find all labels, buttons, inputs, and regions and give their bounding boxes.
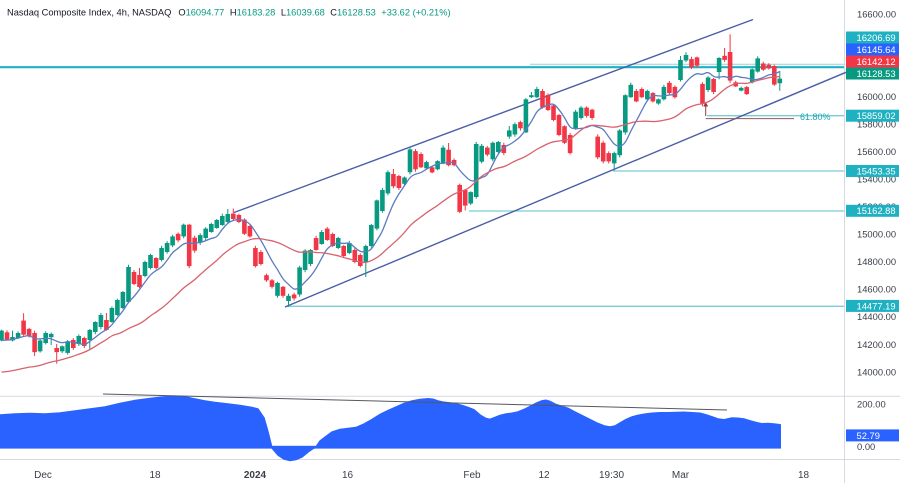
svg-text:14400.00: 14400.00 — [857, 311, 896, 322]
svg-text:16206.69: 16206.69 — [857, 32, 896, 43]
svg-text:14200.00: 14200.00 — [857, 339, 896, 350]
svg-text:200.00: 200.00 — [857, 399, 886, 410]
svg-text:16145.64: 16145.64 — [857, 44, 896, 55]
svg-text:15859.02: 15859.02 — [857, 110, 896, 121]
svg-text:14800.00: 14800.00 — [857, 256, 896, 267]
svg-text:16000.00: 16000.00 — [857, 91, 896, 102]
svg-text:2024: 2024 — [244, 470, 267, 481]
svg-text:52.79: 52.79 — [857, 430, 880, 441]
svg-text:18: 18 — [798, 470, 810, 481]
svg-text:16: 16 — [342, 470, 354, 481]
svg-text:Mar: Mar — [672, 470, 690, 481]
svg-text:14000.00: 14000.00 — [857, 366, 896, 377]
svg-text:61.80%: 61.80% — [800, 112, 831, 122]
svg-text:15162.88: 15162.88 — [857, 205, 896, 216]
svg-text:15600.00: 15600.00 — [857, 146, 896, 157]
svg-text:14477.19: 14477.19 — [857, 300, 896, 311]
svg-text:16600.00: 16600.00 — [857, 8, 896, 19]
svg-text:19:30: 19:30 — [599, 470, 624, 481]
svg-text:15000.00: 15000.00 — [857, 229, 896, 240]
svg-text:16142.12: 16142.12 — [857, 56, 896, 67]
svg-text:Feb: Feb — [463, 470, 481, 481]
svg-text:16128.53: 16128.53 — [857, 68, 896, 79]
svg-text:14600.00: 14600.00 — [857, 284, 896, 295]
svg-text:15453.35: 15453.35 — [857, 165, 896, 176]
svg-text:Dec: Dec — [34, 470, 52, 481]
svg-text:15400.00: 15400.00 — [857, 174, 896, 185]
svg-text:0.00: 0.00 — [857, 441, 875, 452]
svg-text:18: 18 — [149, 470, 161, 481]
svg-text:12: 12 — [538, 470, 550, 481]
svg-text:15800.00: 15800.00 — [857, 119, 896, 130]
